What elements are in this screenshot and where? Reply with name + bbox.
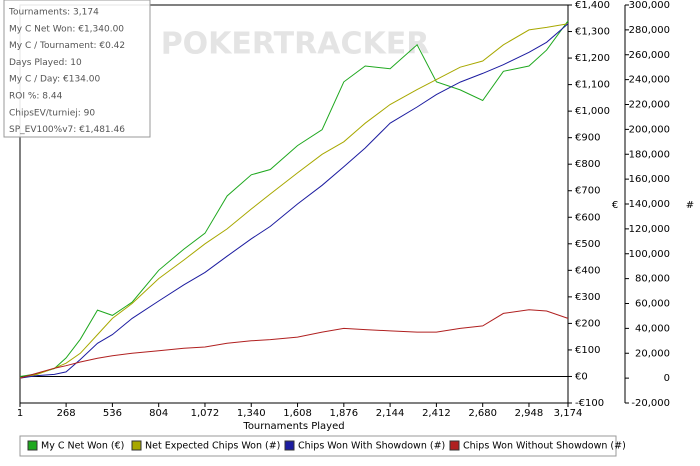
series-line <box>19 23 569 379</box>
series-line <box>19 309 569 379</box>
y-tick-label: €900 <box>575 133 600 144</box>
y2-tick-label: 120,000 <box>629 224 670 235</box>
legend-label: My C Net Won (€) <box>41 441 124 452</box>
stats-line: Tournaments: 3,174 <box>8 8 99 18</box>
x-tick-label: 1,072 <box>191 408 220 419</box>
y-tick-label: -€100 <box>575 398 604 409</box>
stats-line: SP_EV100%v7: €1,481.46 <box>9 125 125 135</box>
y-tick-label: €1,400 <box>575 0 610 11</box>
x-tick-label: 2,680 <box>468 408 497 419</box>
y2-tick-label: 280,000 <box>629 25 670 36</box>
y-tick-label: €700 <box>575 186 600 197</box>
y-tick-label: €300 <box>575 292 600 303</box>
series-line <box>19 20 569 377</box>
y2-tick-label: 240,000 <box>629 75 670 86</box>
stats-line: My C / Day: €134.00 <box>9 75 100 85</box>
y-tick-label: €500 <box>575 239 600 250</box>
stats-line: Days Played: 10 <box>9 58 82 68</box>
stats-line: ROI %: 8.44 <box>9 92 63 102</box>
y-tick-label: €0 <box>575 371 588 382</box>
x-tick-label: 3,174 <box>554 408 583 419</box>
y2-tick-label: 0 <box>664 373 670 384</box>
y2-tick-label: 60,000 <box>635 299 670 310</box>
legend-checkbox[interactable] <box>284 440 295 451</box>
y-tick-label: €200 <box>575 318 600 329</box>
x-tick-label: 2,412 <box>422 408 451 419</box>
stats-line: ChipsEV/turniej: 90 <box>9 108 95 118</box>
x-tick-label: 1,340 <box>237 408 266 419</box>
y2-tick-label: 140,000 <box>629 199 670 210</box>
x-tick-label: 1 <box>17 408 23 419</box>
y2-tick-label: 180,000 <box>629 149 670 160</box>
y2-tick-label: 100,000 <box>629 249 670 260</box>
y2-tick-label: 20,000 <box>635 348 670 359</box>
y2-tick-label: 260,000 <box>629 50 670 61</box>
y2-tick-label: 160,000 <box>629 174 670 185</box>
x-tick-label: 804 <box>149 408 168 419</box>
x-tick-label: 268 <box>57 408 76 419</box>
y-tick-label: €400 <box>575 265 600 276</box>
series-line <box>19 23 569 379</box>
x-tick-label: 536 <box>103 408 122 419</box>
y-tick-label: €1,200 <box>575 53 610 64</box>
legend-label: Chips Won With Showdown (#) <box>298 441 445 452</box>
y-axis-label: € <box>612 200 618 211</box>
legend-label: Net Expected Chips Won (#) <box>145 441 280 452</box>
stats-line: My C / Tournament: €0.42 <box>9 41 125 51</box>
legend-checkbox[interactable] <box>449 440 460 451</box>
y2-tick-label: 40,000 <box>635 323 670 334</box>
y-tick-label: €800 <box>575 159 600 170</box>
y-tick-label: €1,000 <box>575 106 610 117</box>
x-axis-label: Tournaments Played <box>242 421 344 432</box>
y-tick-label: €600 <box>575 212 600 223</box>
y-tick-label: €1,300 <box>575 27 610 38</box>
x-tick-label: 2,144 <box>376 408 405 419</box>
y2-tick-label: 300,000 <box>629 0 670 11</box>
watermark: POKERTRACKER <box>161 27 430 62</box>
stats-line: My C Net Won: €1,340.00 <box>9 24 124 34</box>
x-tick-label: 2,948 <box>515 408 544 419</box>
y2-tick-label: -20,000 <box>631 398 670 409</box>
y-tick-label: €1,100 <box>575 80 610 91</box>
y2-tick-label: 200,000 <box>629 124 670 135</box>
legend-label: Chips Won Without Showdown (#) <box>463 441 626 452</box>
y2-tick-label: 80,000 <box>635 274 670 285</box>
x-tick-label: 1,608 <box>283 408 312 419</box>
x-tick-label: 1,876 <box>330 408 359 419</box>
y2-tick-label: 220,000 <box>629 100 670 111</box>
y2-axis-label: # <box>686 200 694 211</box>
legend-box <box>19 435 617 457</box>
legend-checkbox[interactable] <box>27 440 38 451</box>
y-tick-label: €100 <box>575 345 600 356</box>
stats-box <box>3 0 151 138</box>
legend-checkbox[interactable] <box>131 440 142 451</box>
